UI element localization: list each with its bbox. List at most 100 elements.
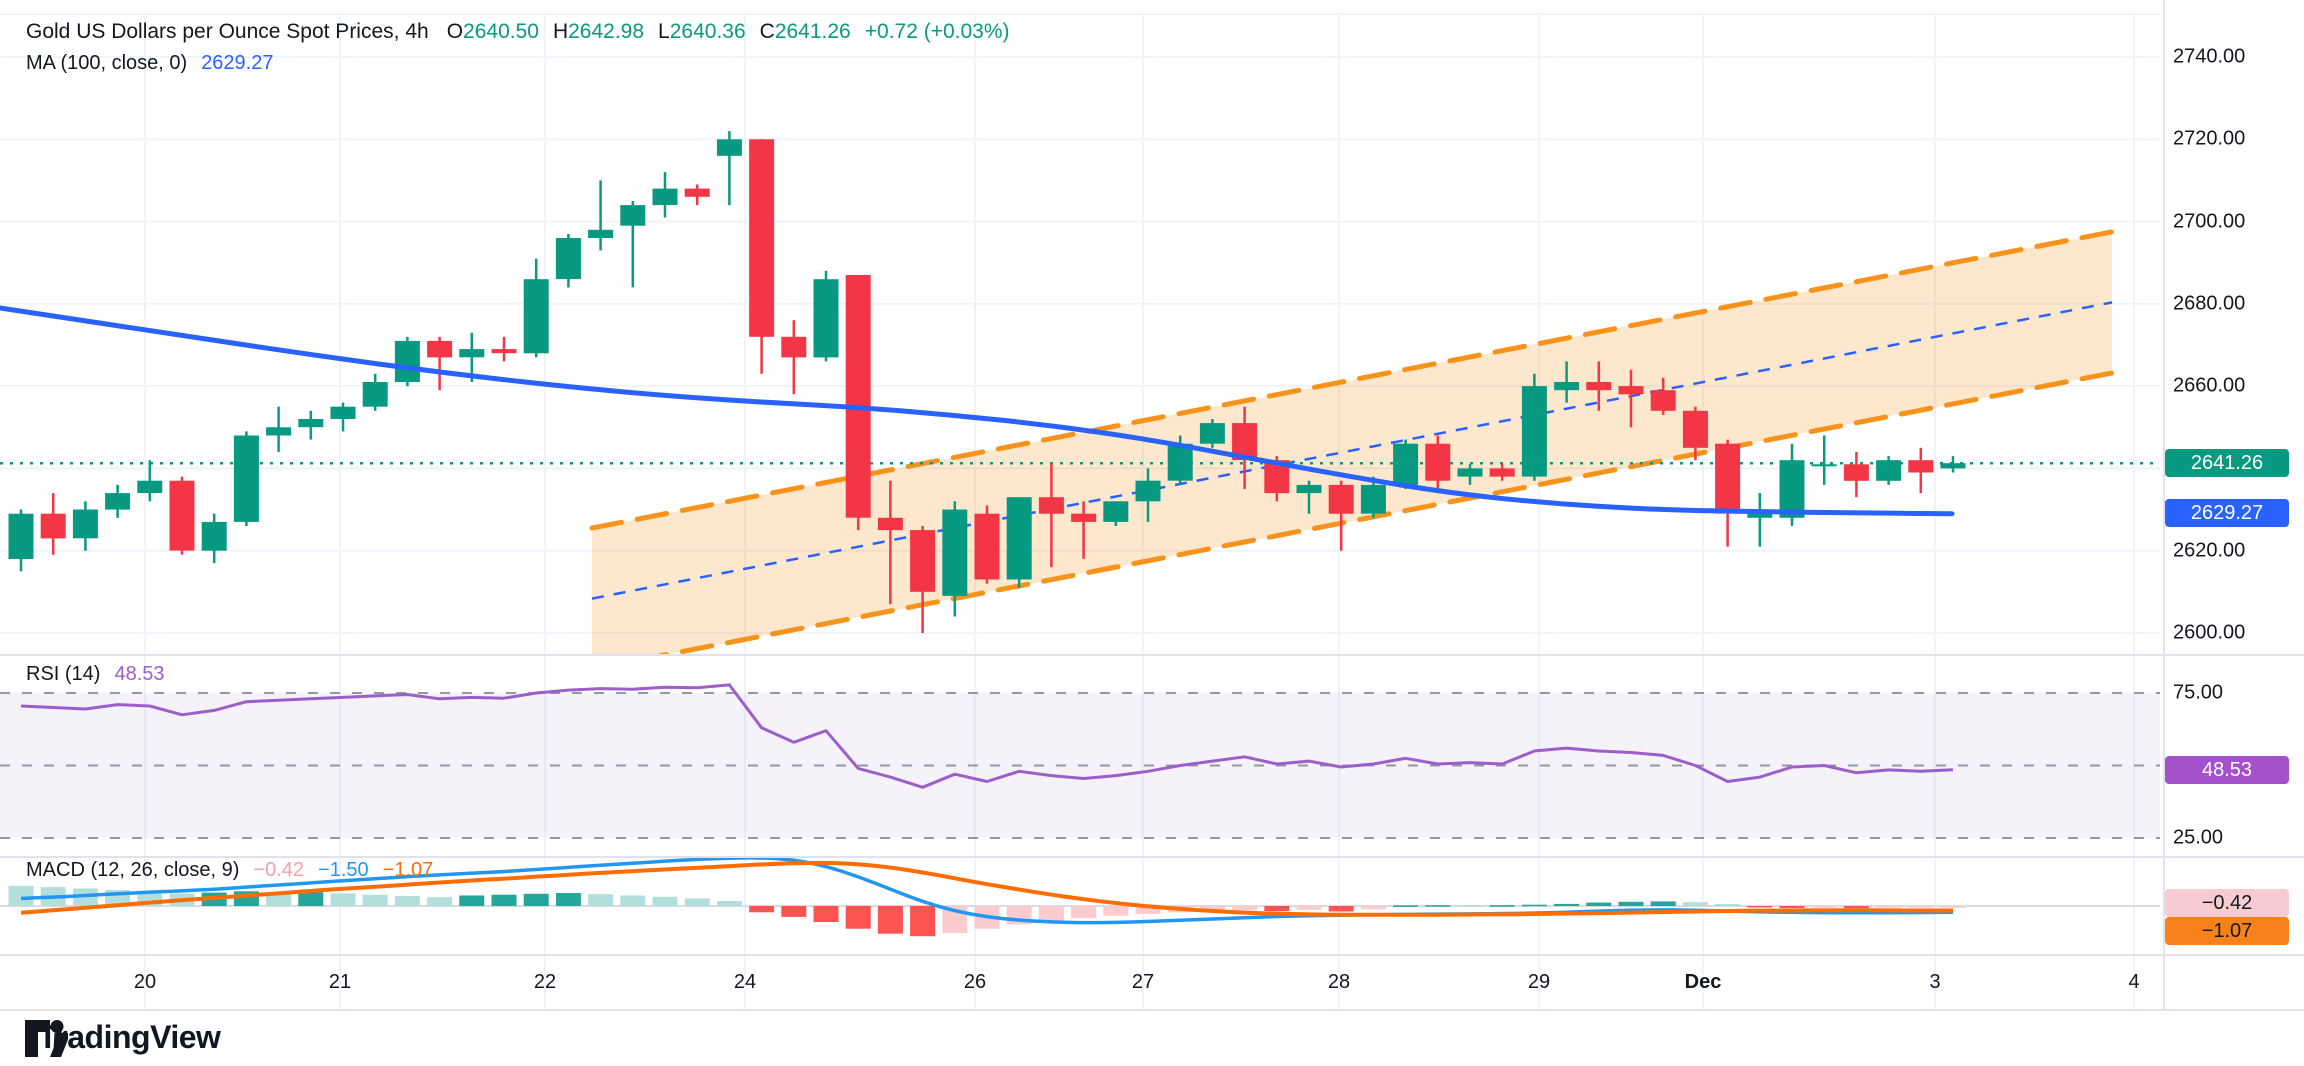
tradingview-logo[interactable]: TradingView [24,1019,221,1057]
tradingview-logo-icon [25,1020,68,1057]
candle-down [1425,443,1451,481]
time-axis-label: 28 [1327,971,1351,993]
price-axis-label: 2660.00 [2173,374,2246,397]
candle-up [588,229,614,238]
candle-up [1811,464,1837,467]
ma-value-badge: 2629.27 [2165,499,2289,527]
macd-line-value: −1.50 [318,859,369,881]
symbol-title: Gold US Dollars per Ounce Spot Prices, 4… [26,20,429,43]
candle-down [169,480,195,551]
time-axis-label: 27 [1131,971,1155,993]
macd-hist-badge: −0.42 [2165,889,2289,917]
ma-100-line [0,305,1955,517]
macd-line [20,856,1954,925]
candle-down [427,340,453,358]
candle-up [1876,460,1902,481]
candle-down [684,188,710,197]
candle-down [1650,390,1676,411]
time-axis-label: 21 [328,971,352,993]
ma-label: MA (100, close, 0) [26,52,188,74]
change-value: +0.72 (+0.03%) [864,20,1010,43]
price-axis-label: 2700.00 [2173,210,2246,233]
candle-up [1135,480,1161,502]
candle-down [40,513,66,539]
candle-up [942,509,968,596]
low-label: L [658,20,670,43]
candle-down [1682,410,1708,448]
time-axis-label: Dec [1684,971,1722,993]
open-label: O [446,20,464,43]
high-label: H [552,20,569,43]
low-value: 2640.36 [669,20,746,43]
time-axis-label: 20 [133,971,157,993]
candle-up [1393,443,1419,485]
candle-down [781,336,807,358]
candle-up [1360,484,1386,514]
macd-signal-line [20,860,1953,917]
rsi-axis-label: 75.00 [2173,681,2224,704]
close-value: 2641.26 [774,20,851,43]
candle-up [137,480,163,493]
time-axis-label: 3 [1929,971,1941,993]
candle-down [749,139,775,337]
open-value: 2640.50 [463,20,539,43]
candle-up [716,139,742,156]
candle-up [1940,463,1966,469]
ma-value: 2629.27 [201,52,274,74]
high-value: 2642.98 [568,20,645,43]
candle-up [1779,460,1805,518]
candle-down [877,517,903,531]
candle-up [1747,513,1773,518]
candle-up [394,340,420,382]
candle-up [330,406,356,419]
candle-down [491,349,517,354]
price-axis-label: 2620.00 [2173,539,2246,562]
candle-up [1103,501,1129,522]
macd-label: MACD (12, 26, close, 9) [26,859,240,881]
candle-up [201,521,227,551]
close-label: C [759,20,775,43]
rsi-value: 48.53 [114,663,165,685]
candle-up [620,205,646,226]
candle-down [1489,468,1515,477]
rsi-value-badge: 48.53 [2165,756,2289,784]
candle-down [1618,386,1644,395]
macd-signal-badge: −1.07 [2165,917,2289,945]
candle-up [1554,382,1580,391]
candle-up [362,382,388,407]
price-axis-label: 2740.00 [2173,45,2246,68]
candle-up [105,493,131,510]
candle-down [1715,443,1741,514]
candle-up [555,238,581,280]
candle-down [1328,484,1354,514]
candle-up [813,279,839,358]
rsi-label: RSI (14) [26,663,101,685]
candles-series[interactable] [8,131,1966,633]
macd-hist-value: −0.42 [253,859,305,881]
time-axis-label: 4 [2128,971,2140,993]
macd-legend[interactable]: MACD (12, 26, close, 9) −0.42 −1.50 −1.0… [26,859,433,882]
candle-down [974,513,1000,580]
candle-up [1457,468,1483,477]
candle-down [1908,460,1934,473]
candle-up [266,427,292,436]
candle-up [523,279,549,354]
macd-signal-value: −1.07 [382,859,434,881]
candle-down [1038,497,1064,514]
candle-up [1199,423,1225,444]
trend-channel[interactable] [589,229,2115,669]
candle-up [1006,497,1032,580]
rsi-legend[interactable]: RSI (14) 48.53 [26,663,165,686]
candle-down [1071,513,1097,522]
price-axis-label: 2680.00 [2173,292,2246,315]
candle-down [1586,382,1612,391]
candle-up [8,513,34,559]
candle-down [845,275,871,518]
rsi-axis-label: 25.00 [2173,826,2224,849]
candle-up [1167,443,1193,481]
candle-up [298,419,324,428]
symbol-legend[interactable]: Gold US Dollars per Ounce Spot Prices, 4… [26,20,1010,44]
ma-legend[interactable]: MA (100, close, 0) 2629.27 [26,52,273,75]
